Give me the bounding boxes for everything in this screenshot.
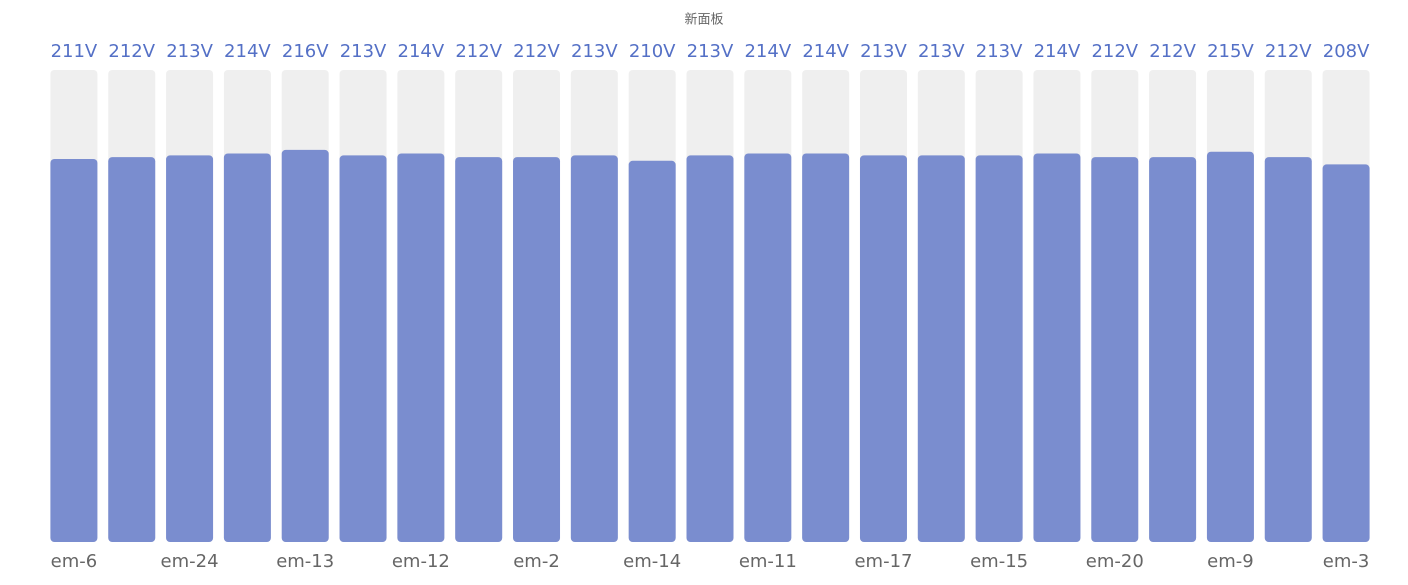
value-label: 213V [976, 41, 1023, 62]
bar [108, 157, 156, 542]
x-tick-label: em-20 [1086, 551, 1144, 572]
bar [802, 153, 850, 542]
x-tick-label: em-17 [854, 551, 912, 572]
chart-title: 新面板 [684, 12, 723, 28]
value-label: 214V [398, 41, 445, 62]
value-label: 213V [918, 41, 965, 62]
value-label: 213V [860, 41, 907, 62]
bar [917, 155, 965, 543]
x-tick-label: em-12 [392, 551, 450, 572]
bar [513, 157, 561, 542]
bar [455, 157, 503, 542]
value-label: 212V [1149, 41, 1196, 62]
bar [281, 149, 329, 542]
value-label: 216V [282, 41, 329, 62]
value-label: 214V [224, 41, 271, 62]
bar [166, 155, 214, 543]
bar [686, 155, 734, 543]
value-label: 211V [51, 41, 98, 62]
value-label: 210V [629, 41, 676, 62]
value-label: 212V [1091, 41, 1138, 62]
x-tick-label: em-9 [1207, 551, 1254, 572]
bar [397, 153, 445, 542]
bar [1149, 157, 1197, 542]
value-label: 212V [455, 41, 502, 62]
bar [1091, 157, 1139, 542]
x-tick-label: em-15 [970, 551, 1028, 572]
value-label: 213V [687, 41, 734, 62]
x-tick-label: em-6 [51, 551, 98, 572]
value-label: 213V [340, 41, 387, 62]
value-label: 208V [1323, 41, 1370, 62]
value-label: 213V [166, 41, 213, 62]
value-label: 212V [513, 41, 560, 62]
x-tick-label: em-2 [513, 551, 560, 572]
value-label: 212V [108, 41, 155, 62]
x-tick-label: em-14 [623, 551, 681, 572]
bar [1206, 151, 1254, 542]
bar [570, 155, 618, 543]
value-label: 214V [1034, 41, 1081, 62]
bar [859, 155, 907, 543]
value-label: 214V [744, 41, 791, 62]
value-label: 215V [1207, 41, 1254, 62]
bar [744, 153, 792, 542]
value-label: 214V [802, 41, 849, 62]
bar [1264, 157, 1312, 542]
bar [1033, 153, 1081, 542]
bar [50, 158, 98, 542]
bar [628, 160, 676, 542]
x-tick-label: em-13 [276, 551, 334, 572]
bar [975, 155, 1023, 543]
value-label: 213V [571, 41, 618, 62]
x-tick-label: em-11 [739, 551, 797, 572]
value-label: 212V [1265, 41, 1312, 62]
x-tick-label: em-24 [161, 551, 219, 572]
bar [223, 153, 271, 542]
x-tick-label: em-3 [1323, 551, 1370, 572]
bar [339, 155, 387, 543]
bar [1322, 164, 1370, 542]
